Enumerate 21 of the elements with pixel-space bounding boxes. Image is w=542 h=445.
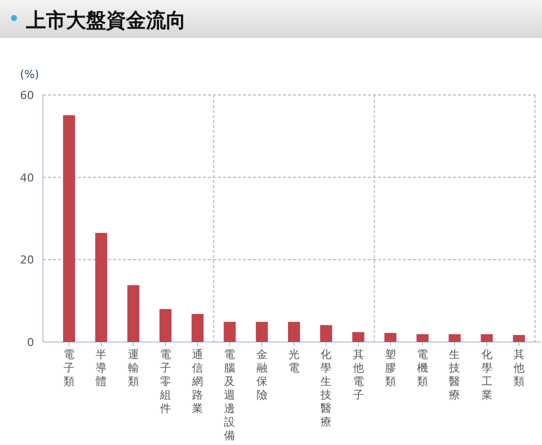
xtick: 通信網路業 xyxy=(192,348,204,415)
xtick: 其他類 xyxy=(513,348,524,388)
xtick: 電子類 xyxy=(64,348,75,388)
title: 上市大盤資金流向 xyxy=(26,8,186,32)
xtick: 塑膠類 xyxy=(384,348,396,388)
ytick: 60 xyxy=(20,89,34,102)
xtick: 運輸類 xyxy=(128,348,139,388)
ytick: 0 xyxy=(27,336,34,349)
xtick: 半導體 xyxy=(96,348,107,388)
xtick: 生技醫療 xyxy=(449,348,460,402)
xtick: 電腦及週邊設備 xyxy=(224,348,236,442)
ylabel: (%) xyxy=(20,68,40,81)
xtick: 金融保險 xyxy=(256,348,268,402)
ytick: 40 xyxy=(20,171,34,184)
xtick: 化學生技醫療 xyxy=(320,348,332,428)
xtick: 電子零組件 xyxy=(160,348,171,415)
xtick: 電機類 xyxy=(417,348,428,388)
xtick: 化學工業 xyxy=(481,348,492,402)
xtick: 其他電子 xyxy=(352,348,364,402)
ytick: 20 xyxy=(20,254,34,267)
xtick: 光電 xyxy=(288,348,300,374)
